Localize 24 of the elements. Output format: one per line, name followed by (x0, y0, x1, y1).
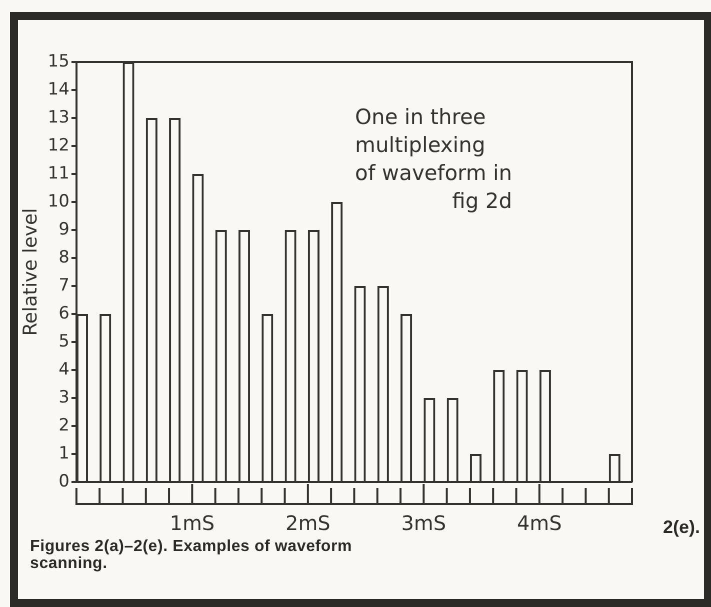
x-tick-label: 2mS (285, 511, 330, 536)
y-tick-label: 2 (58, 415, 70, 436)
x-tick-label: 3mS (401, 511, 446, 536)
annotation: One in three multiplexing of waveform in fig 2d (355, 104, 512, 215)
x-tick-label: 4mS (516, 511, 562, 536)
y-tick-label: 10 (48, 191, 70, 212)
y-tick-label: 5 (58, 331, 70, 352)
y-tick-label: 1 (58, 443, 70, 464)
y-tick-label: 7 (58, 275, 70, 296)
y-tick-label: 11 (48, 163, 70, 184)
y-tick-label: 12 (48, 135, 70, 156)
y-tick-label: 4 (58, 359, 70, 380)
text: 2(e). (663, 517, 700, 538)
y-tick-label: 8 (58, 247, 70, 268)
y-tick-label: 0 (58, 471, 70, 492)
x-tick-label: 1mS (170, 511, 215, 536)
text: Figures 2(a)–2(e). Examples of waveform scanning. (30, 538, 352, 572)
y-axis-title: Relative level (19, 208, 42, 336)
y-tick-label: 6 (58, 303, 70, 324)
y-tick-label: 13 (48, 107, 70, 128)
y-tick-label: 3 (58, 387, 70, 408)
y-tick-label: 9 (58, 219, 70, 240)
y-tick-label: 14 (48, 79, 70, 100)
y-tick-label: 15 (48, 51, 70, 72)
